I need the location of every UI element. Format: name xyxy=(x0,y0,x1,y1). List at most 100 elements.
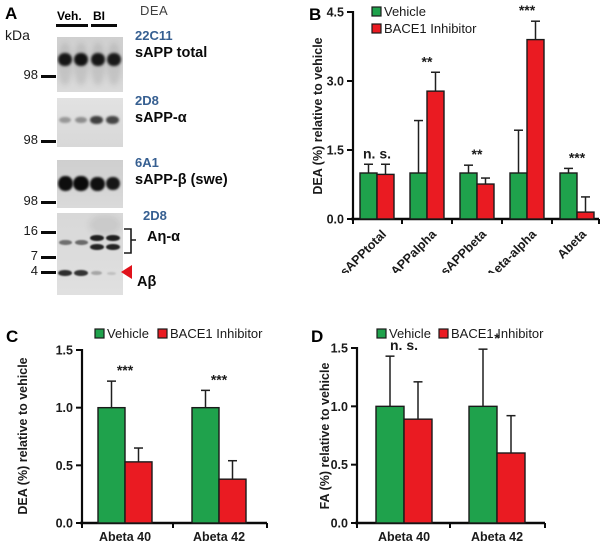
x-category-label: sAPPtotal xyxy=(337,227,389,273)
x-category-label: sAPPbeta xyxy=(438,226,490,273)
vehicle-bar xyxy=(97,406,126,524)
y-axis-title: FA (%) relative to vehicle xyxy=(318,363,332,510)
blot-band xyxy=(74,270,88,276)
blot-band xyxy=(75,117,87,123)
blot-band xyxy=(59,240,72,245)
blot-sapp-alpha xyxy=(57,98,123,147)
protein-sapp-beta-swe-label: sAPP-β (swe) xyxy=(135,172,228,188)
blot-band xyxy=(90,177,105,191)
y-tick-label: 1.5 xyxy=(331,342,348,356)
y-axis-title: DEA (%) relative to vehicle xyxy=(311,37,325,194)
inhibitor-bar xyxy=(124,461,153,524)
vehicle-bar xyxy=(191,406,220,524)
panel-c-label: C xyxy=(6,327,19,346)
blot-band xyxy=(106,177,120,190)
lane-group-inhibitor-label: BI xyxy=(93,9,105,23)
significance-annotation: *** xyxy=(519,2,536,18)
marker-dash xyxy=(41,271,56,274)
vehicle-bar xyxy=(509,172,528,220)
y-tick-label: 1.0 xyxy=(331,400,348,414)
blot-sapp-total xyxy=(57,37,123,92)
significance-annotation: * xyxy=(494,330,500,346)
x-category-label: Aeta-alpha xyxy=(484,226,540,273)
blot-sapp-beta xyxy=(57,160,123,208)
blot-band xyxy=(91,53,105,66)
blot-band xyxy=(107,53,121,66)
y-tick-label: 4.5 xyxy=(327,6,344,20)
blot-band xyxy=(90,116,103,124)
significance-annotation: ** xyxy=(472,146,483,162)
panel-b-label: B xyxy=(309,5,322,24)
vehicle-bar xyxy=(409,172,428,220)
protein-abeta-label: Aβ xyxy=(137,274,157,290)
legend-swatch-vehicle xyxy=(94,328,105,339)
vehicle-bar xyxy=(468,405,498,524)
chart-svg-B: 0.0 1.5 3.0 4.5 n. s. sAPPtotal ** sAPPalpha ** s… xyxy=(311,2,600,283)
marker-dash xyxy=(41,140,56,143)
legend-swatch-inhibitor xyxy=(438,328,449,339)
marker-dash xyxy=(41,75,56,78)
inhibitor-lanes-underline xyxy=(91,24,117,27)
blot-band xyxy=(58,53,72,66)
vehicle-bar xyxy=(559,172,578,220)
abeta-arrowhead-icon xyxy=(121,265,132,279)
blot-aeta-abeta xyxy=(57,213,123,295)
y-tick-label: 0.5 xyxy=(331,458,348,472)
protein-aeta-alpha-label: Aη-α xyxy=(147,229,181,245)
marker-4-blot4: 4 xyxy=(30,263,38,278)
blot-band xyxy=(74,53,88,66)
antibody-6a1-label: 6A1 xyxy=(135,155,159,170)
panel-b-chart: 0.0 1.5 3.0 4.5 n. s. sAPPtotal ** sAPPalpha ** s… xyxy=(302,0,604,283)
y-axis-title: DEA (%) relative to vehicle xyxy=(16,357,30,514)
protein-sapp-total-label: sAPP total xyxy=(135,45,208,61)
blot-band xyxy=(89,215,121,235)
blot-band xyxy=(91,271,102,275)
significance-annotation: ** xyxy=(422,53,433,69)
chart-svg-C: 0.0 0.5 1.0 1.5 *** Abeta 40 *** Abeta 42 Vehicl… xyxy=(16,326,268,544)
blot-band xyxy=(58,270,72,276)
x-category-label: Abeta 42 xyxy=(193,530,245,544)
vehicle-bar xyxy=(459,172,478,220)
blot-band xyxy=(106,116,119,124)
aeta-alpha-bracket xyxy=(124,228,136,254)
vehicle-bar xyxy=(375,405,405,524)
marker-98-blot2: 98 xyxy=(23,132,38,147)
blot-band xyxy=(59,117,71,123)
legend-label: Vehicle xyxy=(389,326,431,341)
inhibitor-bar xyxy=(496,452,526,524)
significance-annotation: *** xyxy=(211,371,228,387)
marker-dash xyxy=(41,256,56,259)
inhibitor-bar xyxy=(476,183,495,220)
marker-16-blot4: 16 xyxy=(23,223,38,238)
y-tick-label: 1.5 xyxy=(327,144,344,158)
inhibitor-bar xyxy=(576,211,595,220)
y-tick-label: 1.0 xyxy=(56,401,73,415)
blot-band xyxy=(90,235,104,241)
inhibitor-bar xyxy=(218,478,247,524)
x-category-label: Abeta 40 xyxy=(378,530,430,544)
y-tick-label: 0.0 xyxy=(331,517,348,531)
legend-swatch-vehicle xyxy=(371,6,382,17)
legend-swatch-inhibitor xyxy=(371,23,382,34)
x-category-label: Abeta 40 xyxy=(99,530,151,544)
inhibitor-bar xyxy=(376,173,395,220)
panel-a-label: A xyxy=(5,4,18,23)
significance-annotation: n. s. xyxy=(363,145,391,161)
antibody-22c11-label: 22C11 xyxy=(135,28,173,43)
blot-band xyxy=(58,176,73,191)
inhibitor-bar xyxy=(526,38,545,220)
panel-a-condition-header: DEA xyxy=(140,3,169,18)
marker-7-blot4: 7 xyxy=(30,248,38,263)
y-tick-label: 0.0 xyxy=(56,517,73,531)
legend-swatch-inhibitor xyxy=(157,328,168,339)
x-category-label: Abeta xyxy=(555,226,590,261)
blot-band xyxy=(73,176,89,191)
blot-band xyxy=(106,235,120,241)
significance-annotation: *** xyxy=(569,149,586,165)
panel-d-label: D xyxy=(311,327,324,346)
inhibitor-bar xyxy=(403,418,433,524)
legend-label: BACE1 Inhibitor xyxy=(384,21,477,36)
marker-dash xyxy=(41,201,56,204)
chart-svg-D: 0.0 0.5 1.0 1.5 n. s. Abeta 40 * Abeta 42 Vehicl… xyxy=(318,326,546,544)
